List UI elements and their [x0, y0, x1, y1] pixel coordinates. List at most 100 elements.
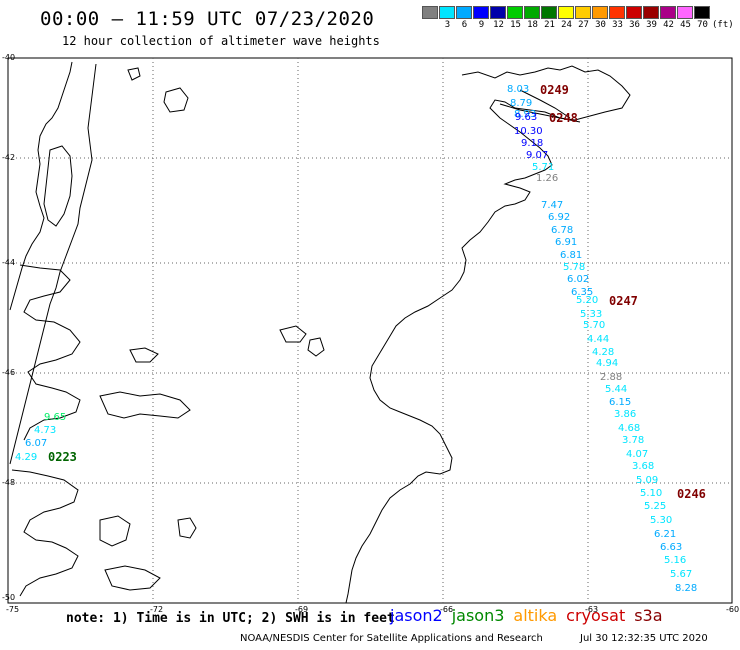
coastline	[9, 61, 631, 604]
wave-height-value: 9.63	[515, 112, 537, 123]
legend-labels: 3 6 9 12 15 18 21 24 27 30 33 36 39 42 45 70	[422, 20, 711, 30]
mission-legend: jason2 jason3 altika cryosat s3a	[390, 606, 672, 625]
legend-swatch	[422, 6, 438, 19]
legend-swatch	[473, 6, 489, 19]
mission-s3a: s3a	[634, 606, 663, 625]
wave-height-legend: 3 6 9 12 15 18 21 24 27 30 33 36 39 42 45 70	[422, 6, 711, 30]
lat-tick-label: -48	[2, 478, 15, 487]
legend-unit: (ft)	[712, 20, 734, 30]
legend-label: 9	[478, 20, 485, 30]
legend-swatch	[507, 6, 523, 19]
lon-tick-label: -60	[726, 605, 739, 614]
lon-tick-label: -72	[150, 605, 163, 614]
lake-small-1	[177, 517, 197, 539]
wave-height-value: 5.09	[636, 475, 658, 486]
legend-label: 70	[697, 20, 708, 30]
legend-label: 24	[561, 20, 572, 30]
wave-height-value: 8.03	[507, 84, 529, 95]
wave-height-value: 6.07	[25, 438, 47, 449]
wave-height-value: 1.26	[536, 173, 558, 184]
coast-chile-west	[9, 61, 73, 311]
legend-swatch	[660, 6, 676, 19]
legend-swatch	[677, 6, 693, 19]
legend-label: 30	[595, 20, 606, 30]
lat-tick-label: -50	[2, 593, 15, 602]
legend-label: 18	[527, 20, 538, 30]
lake-buenos-aires	[129, 347, 159, 363]
legend-label: 12	[493, 20, 504, 30]
lat-tick-label: -40	[2, 53, 15, 62]
wave-height-value: 8.79	[510, 98, 532, 109]
wave-height-value: 4.68	[618, 423, 640, 434]
lake-small-4	[163, 87, 189, 113]
legend-label: 36	[629, 20, 640, 30]
credit-text: NOAA/NESDIS Center for Satellite Applica…	[240, 633, 543, 644]
wave-height-value: 6.35	[571, 287, 593, 298]
legend-swatch	[456, 6, 472, 19]
legend-label: 45	[680, 20, 691, 30]
wave-height-value: 5.44	[605, 384, 627, 395]
mission-cryosat: cryosat	[566, 606, 626, 625]
lon-tick-label: -66	[440, 605, 453, 614]
lat-tick-label: -42	[2, 153, 15, 162]
map-frame	[7, 57, 733, 604]
legend-swatch	[626, 6, 642, 19]
wave-height-value: 6.02	[567, 274, 589, 285]
legend-swatch	[694, 6, 710, 19]
map-subtitle: 12 hour collection of altimeter wave hei…	[62, 34, 380, 48]
wave-height-value: 5.71	[532, 162, 554, 173]
legend-label: 15	[510, 20, 521, 30]
wave-height-value: 5.70	[583, 320, 605, 331]
legend-swatches	[422, 6, 711, 19]
wave-height-value: 5.30	[650, 515, 672, 526]
lake-small-5	[127, 67, 141, 81]
legend-swatch	[609, 6, 625, 19]
wave-height-value: 10.30	[514, 126, 543, 137]
wave-height-value: 3.86	[614, 409, 636, 420]
latitude-axis: -40 -42 -44 -46 -48 -50	[2, 53, 15, 602]
wave-height-value: 4.28	[592, 347, 614, 358]
coast-fjords-south	[11, 469, 79, 597]
lon-tick-label: -69	[295, 605, 308, 614]
lon-tick-label: -75	[6, 605, 19, 614]
legend-label: 6	[461, 20, 468, 30]
measurements-north-track: 8.03 8.798.939.63 10.309.189.075.711.26	[507, 84, 558, 184]
wave-height-value: 6.63	[660, 542, 682, 553]
legend-label: 33	[612, 20, 623, 30]
mission-altika: altika	[513, 606, 558, 625]
legend-swatch	[541, 6, 557, 19]
legend-swatch	[575, 6, 591, 19]
wave-height-value: 5.20	[576, 295, 598, 306]
pass-labels: 0249 0248 0247 0246 0223	[48, 83, 706, 501]
lake-small-3	[307, 337, 325, 357]
map-title: 00:00 – 11:59 UTC 07/23/2020	[40, 8, 375, 30]
wave-height-value: 9.18	[521, 138, 543, 149]
wave-height-value: 6.92	[548, 212, 570, 223]
map-grid	[8, 58, 732, 603]
wave-height-value: 6.21	[654, 529, 676, 540]
legend-label: 39	[646, 20, 657, 30]
wave-height-value: 7.47	[541, 200, 563, 211]
wave-height-value: 2.88	[600, 372, 622, 383]
wave-height-value: 8.28	[675, 583, 697, 594]
mission-jason2: jason2	[390, 606, 443, 625]
measurements-main-track: 7.476.92 6.786.91 6.815.786.02 6.355.20 5.33…	[541, 200, 697, 594]
coast-chile-inner	[9, 63, 97, 465]
lake-argentino	[104, 565, 161, 591]
wave-height-value: 5.16	[664, 555, 686, 566]
pass-label-0247: 0247	[609, 294, 638, 308]
wave-height-value: 5.25	[644, 501, 666, 512]
ground-tracks	[499, 89, 581, 123]
pass-label-0223: 0223	[48, 450, 77, 464]
generated-timestamp: Jul 30 12:32:35 UTC 2020	[580, 633, 708, 644]
wave-height-value: 4.44	[587, 334, 609, 345]
wave-height-value: 4.07	[626, 449, 648, 460]
legend-swatch	[490, 6, 506, 19]
longitude-axis: -75 -72 -69 -66 -63 -60	[6, 605, 739, 614]
wave-height-value: 4.94	[596, 358, 618, 369]
lat-tick-label: -46	[2, 368, 15, 377]
wave-height-value: 5.10	[640, 488, 662, 499]
pass-label-0248: 0248	[549, 111, 578, 125]
wave-height-value: 5.78	[563, 262, 585, 273]
